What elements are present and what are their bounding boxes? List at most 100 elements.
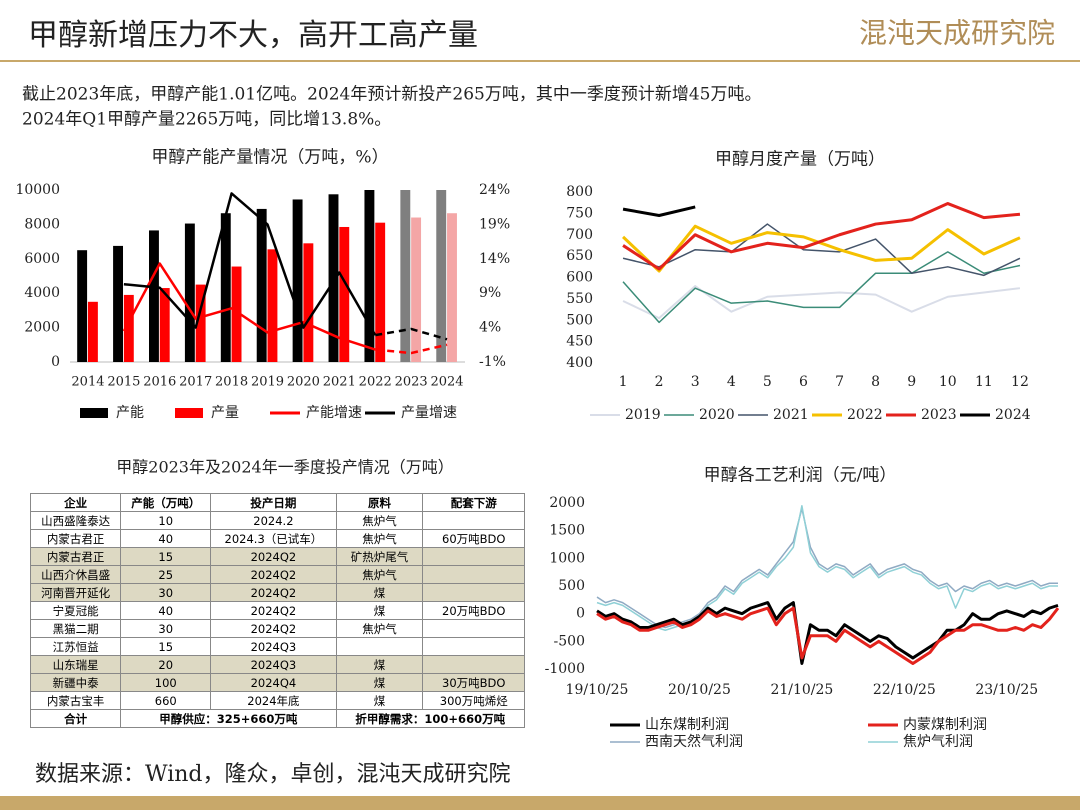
- total-cell: 合计: [29, 709, 122, 728]
- y-tick-label: 2000: [549, 495, 585, 511]
- table-cell: 60万吨BDO: [422, 529, 525, 548]
- series-line: [622, 224, 1021, 273]
- y2-tick-label: 24%: [479, 182, 510, 198]
- series-line: [622, 251, 1021, 324]
- y-tick-label: -1000: [545, 661, 585, 677]
- bar: [256, 208, 267, 362]
- x-tick-label: 2014: [71, 375, 104, 390]
- x-tick-label: 2: [655, 374, 664, 390]
- bar: [364, 190, 375, 362]
- x-tick-label: 11: [975, 374, 993, 390]
- legend-label: 2020: [699, 407, 735, 423]
- total-cell: 折甲醇需求：100+660万吨: [335, 709, 526, 728]
- table-cell: [422, 547, 525, 566]
- legend-label: 焦炉气利润: [903, 734, 973, 750]
- x-tick-label: 7: [835, 374, 844, 390]
- table-cell: 焦炉气: [335, 565, 424, 584]
- x-tick-label: 23/10/25: [975, 682, 1038, 698]
- y-tick-label: 1500: [549, 523, 585, 539]
- y2-tick-label: 9%: [479, 285, 501, 301]
- bar: [267, 249, 278, 362]
- bar: [231, 266, 242, 362]
- table-cell: 煤: [335, 655, 424, 674]
- table-cell: [335, 637, 424, 656]
- series-line: [622, 223, 1021, 277]
- table-cell: 40: [120, 601, 212, 620]
- table-cell: 煤: [335, 583, 424, 602]
- table-cell: 30万吨BDO: [422, 673, 525, 692]
- bar: [195, 284, 206, 362]
- table-cell: 2024Q2: [210, 619, 337, 638]
- header-cell: 投产日期: [210, 493, 337, 512]
- y-tick-label: 600: [566, 270, 593, 286]
- legend-label: 内蒙煤制利润: [903, 717, 987, 733]
- x-tick-label: 2024: [430, 375, 463, 390]
- bar: [149, 230, 159, 362]
- series-line: [622, 205, 696, 218]
- table-cell: [422, 637, 525, 656]
- y-tick-label: 650: [566, 248, 593, 264]
- table-cell: 煤: [335, 601, 424, 620]
- y-tick-label: 400: [566, 355, 593, 371]
- y-tick-label: 4000: [24, 285, 60, 301]
- x-tick-label: 12: [1011, 374, 1029, 390]
- x-tick-label: 5: [763, 374, 772, 390]
- legend-label: 产量: [211, 405, 239, 421]
- table-cell: 山西盛隆泰达: [29, 511, 122, 530]
- y-tick-label: 10000: [15, 182, 60, 198]
- y-tick-label: 1000: [549, 550, 585, 566]
- footer-bar: [0, 796, 1080, 810]
- header-cell: 产能（万吨）: [120, 493, 212, 512]
- legend-label: 2022: [847, 407, 883, 423]
- table-row: 内蒙古君正 40 2024.3（已试车） 焦炉气 60万吨BDO: [29, 529, 525, 548]
- table-cell: 江苏恒益: [29, 637, 122, 656]
- table-cell: 15: [120, 547, 212, 566]
- x-tick-label: 10: [939, 374, 957, 390]
- legend-label: 产能增速: [306, 405, 362, 421]
- y-tick-label: 700: [566, 227, 593, 243]
- bar: [220, 213, 231, 362]
- table-cell: 宁夏冠能: [29, 601, 122, 620]
- series-line: [596, 507, 1058, 629]
- x-tick-label: 22/10/25: [873, 682, 936, 698]
- source-note: 数据来源：Wind，隆众，卓创，混沌天成研究院: [35, 762, 511, 787]
- table-row: 内蒙古宝丰 660 2024年底煤 300万吨烯烃: [29, 691, 525, 710]
- table-cell: [422, 583, 525, 602]
- legend-label: 西南天然气利润: [645, 733, 743, 750]
- table-cell: 15: [120, 637, 212, 656]
- bar: [184, 223, 195, 362]
- y-tick-label: -500: [554, 633, 585, 649]
- slide-title: 甲醇新增压力不大，高开工高产量: [28, 18, 478, 53]
- x-tick-label: 1: [619, 374, 628, 390]
- series-line: [596, 505, 1058, 632]
- x-tick-label: 2015: [107, 375, 140, 390]
- x-tick-label: 9: [907, 374, 916, 390]
- table-cell: 30: [120, 583, 212, 602]
- table-cell: 10: [120, 511, 212, 530]
- x-tick-label: 2019: [251, 375, 284, 390]
- table-cell: [422, 619, 525, 638]
- table-title: 甲醇2023年及2024年一季度投产情况（万吨）: [116, 458, 453, 477]
- y-tick-label: 450: [566, 334, 593, 350]
- table-cell: 山东瑞星: [29, 655, 122, 674]
- x-tick-label: 19/10/25: [566, 682, 629, 698]
- growth-line: [123, 192, 377, 336]
- table-cell: 2024Q3: [210, 637, 337, 656]
- x-tick-label: 2023: [395, 375, 428, 390]
- table-row: 黑猫二期 30 2024Q2 焦炉气: [29, 619, 525, 638]
- table-cell: 内蒙古君正: [29, 529, 122, 548]
- logo: 混沌天成研究院: [859, 17, 1055, 50]
- bar: [87, 301, 98, 362]
- legend-label: 2023: [921, 407, 957, 423]
- x-tick-label: 6: [799, 374, 808, 390]
- x-tick-label: 2017: [179, 375, 212, 390]
- legend-swatch: [175, 408, 203, 418]
- bar: [113, 245, 124, 362]
- legend-label: 产量增速: [401, 405, 457, 421]
- x-tick-label: 4: [727, 374, 736, 390]
- y-tick-label: 0: [576, 606, 585, 622]
- table-cell: 焦炉气: [335, 529, 424, 548]
- table-cell: 2024.3（已试车）: [210, 529, 337, 548]
- growth-line: [122, 262, 376, 351]
